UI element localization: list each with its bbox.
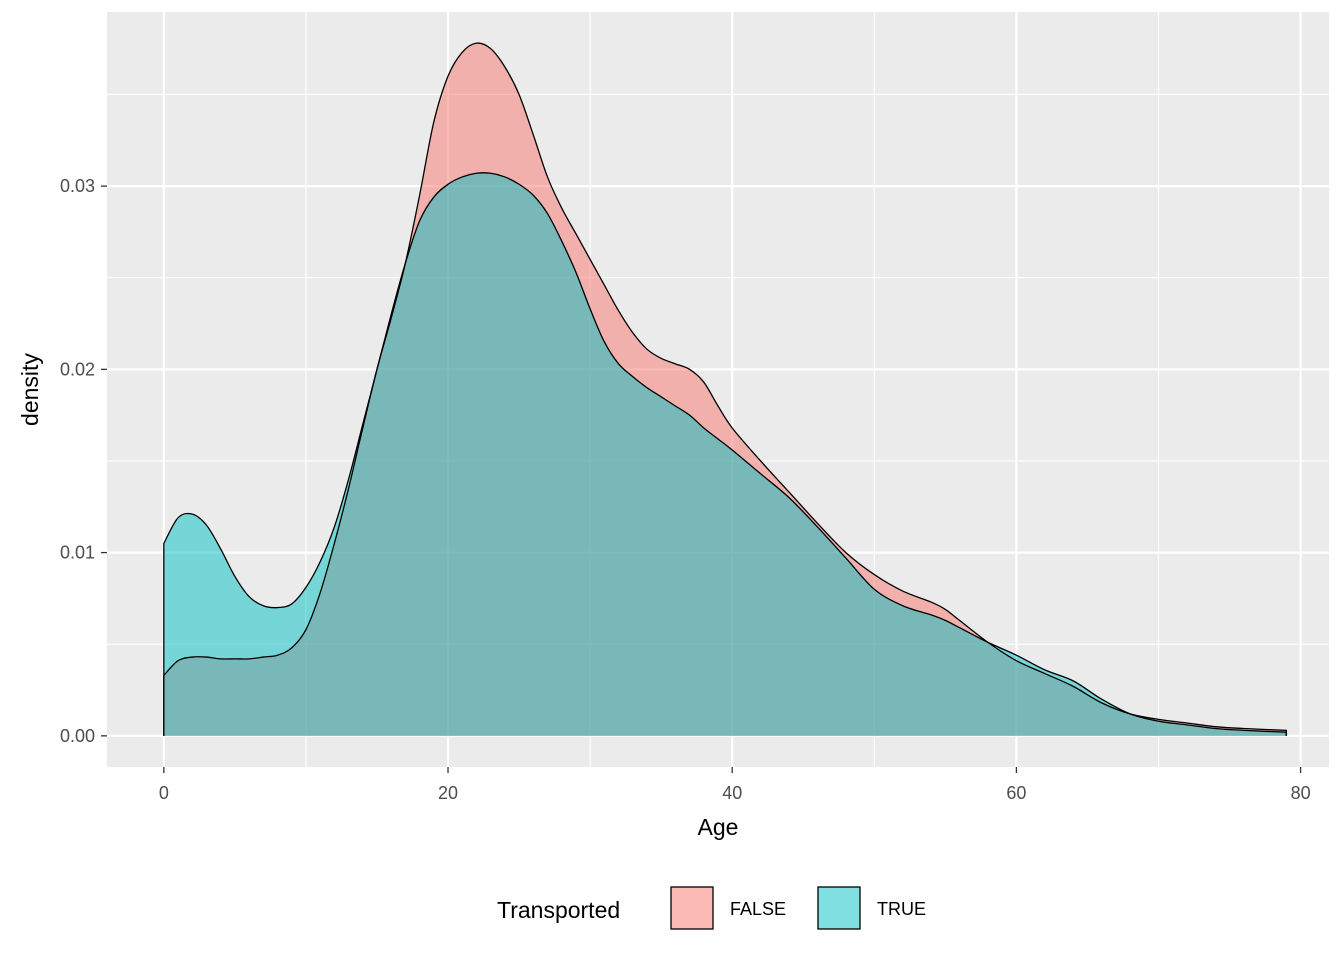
legend-key-true bbox=[817, 886, 861, 930]
x-axis-title: Age bbox=[698, 814, 739, 840]
y-tick-label: 0.02 bbox=[60, 359, 95, 379]
x-axis: 0 20 40 60 80 bbox=[159, 767, 1311, 803]
y-tick-label: 0.01 bbox=[60, 543, 95, 563]
density-areas bbox=[163, 42, 1288, 736]
legend-label-true: TRUE bbox=[877, 899, 926, 919]
y-axis: 0.00 0.01 0.02 0.03 bbox=[60, 176, 107, 746]
x-tick-label: 60 bbox=[1006, 783, 1026, 803]
y-tick-label: 0.00 bbox=[60, 726, 95, 746]
legend-title: Transported bbox=[497, 897, 620, 923]
x-tick-label: 80 bbox=[1291, 783, 1311, 803]
legend-key-false bbox=[670, 886, 714, 930]
legend-label-false: FALSE bbox=[730, 899, 786, 919]
legend: Transported FALSE TRUE bbox=[497, 886, 926, 930]
x-tick-label: 40 bbox=[722, 783, 742, 803]
y-tick-label: 0.03 bbox=[60, 176, 95, 196]
density-area-true bbox=[163, 172, 1287, 736]
x-tick-label: 0 bbox=[159, 783, 169, 803]
density-outline-true bbox=[163, 172, 1288, 736]
y-axis-title: density bbox=[17, 353, 43, 426]
x-tick-label: 20 bbox=[438, 783, 458, 803]
